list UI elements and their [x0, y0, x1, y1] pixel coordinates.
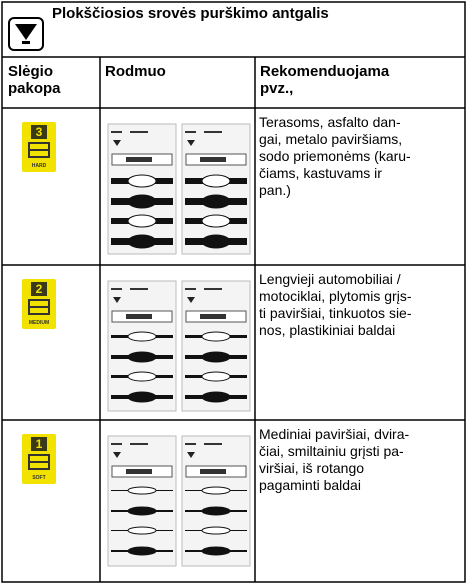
level-label: MEDIUM [29, 320, 49, 326]
spray-oval [127, 546, 157, 556]
display-frame [181, 280, 251, 412]
description-line: Terasoms, asfalto dan- [259, 114, 401, 130]
display-field-text [200, 469, 226, 474]
spray-oval [127, 331, 157, 342]
display-frame [181, 435, 251, 567]
display-frame [107, 123, 177, 255]
column-header: Slėgio pakopa [8, 63, 61, 97]
spray-oval [127, 351, 157, 363]
spray-oval [127, 526, 157, 535]
spray-oval [127, 506, 157, 516]
spray-oval [201, 371, 231, 382]
spray-oval [127, 371, 157, 382]
spray-oval [201, 546, 231, 556]
description-line: sodo priemonėms (karu- [259, 148, 411, 164]
spray-oval [201, 234, 231, 249]
spray-oval [127, 174, 157, 188]
level-label: SOFT [32, 475, 45, 481]
spray-oval [127, 194, 157, 209]
nozzle-icon-triangle [15, 24, 37, 40]
spray-oval [201, 486, 231, 495]
display-field-text [126, 314, 152, 319]
description-line: motociklai, plytomis grįs- [259, 288, 412, 304]
level-number: 3 [36, 125, 43, 139]
level-icon [22, 434, 56, 484]
description-line: pagaminti baldai [259, 477, 361, 493]
description-line: gai, metalo paviršiams, [259, 131, 403, 147]
display-glyph [187, 452, 195, 458]
spray-oval [201, 526, 231, 535]
description-line: nos, plastikiniai baldai [259, 322, 396, 338]
column-header: Rodmuo [105, 63, 166, 80]
display-glyph [113, 452, 121, 458]
description-line: ti paviršiai, tinkuotos sie- [259, 305, 412, 321]
display-glyph [113, 140, 121, 146]
spray-oval [127, 486, 157, 495]
description-line: Mediniai paviršiai, dvira- [259, 426, 410, 442]
display-field-text [126, 157, 152, 162]
spray-oval [127, 214, 157, 228]
display-glyph [187, 297, 195, 303]
display-frame [107, 435, 177, 567]
level-number-box [31, 437, 47, 451]
description-line: viršiai, iš rotango [259, 460, 365, 476]
level-number: 2 [36, 282, 43, 296]
nozzle-icon-bar [22, 41, 30, 44]
spray-oval [201, 391, 231, 403]
level-icon [22, 122, 56, 172]
display-frame [181, 123, 251, 255]
level-icon [22, 279, 56, 329]
level-number-box [31, 282, 47, 296]
spray-oval [127, 391, 157, 403]
display-frame [107, 280, 177, 412]
description-line: čiams, kastuvams ir [259, 165, 382, 181]
level-number: 1 [36, 437, 43, 451]
level-number-box [31, 125, 47, 139]
spray-oval [201, 506, 231, 516]
column-header: Rekomenduojama pvz., [260, 63, 390, 97]
spray-oval [201, 174, 231, 188]
description-line: Lengvieji automobiliai / [259, 271, 401, 287]
spray-oval [201, 194, 231, 209]
description-line: pan.) [259, 182, 291, 198]
display-glyph [187, 140, 195, 146]
title: Plokščiosios srovės purškimo antgalis [52, 5, 329, 22]
level-label: HARD [32, 163, 47, 169]
spray-oval [127, 234, 157, 249]
display-field-text [126, 469, 152, 474]
display-glyph [113, 297, 121, 303]
spray-oval [201, 331, 231, 342]
description-line: čiai, smiltainiu grįsti pa- [259, 443, 404, 459]
display-field-text [200, 157, 226, 162]
spray-oval [201, 214, 231, 228]
spray-oval [201, 351, 231, 363]
display-field-text [200, 314, 226, 319]
